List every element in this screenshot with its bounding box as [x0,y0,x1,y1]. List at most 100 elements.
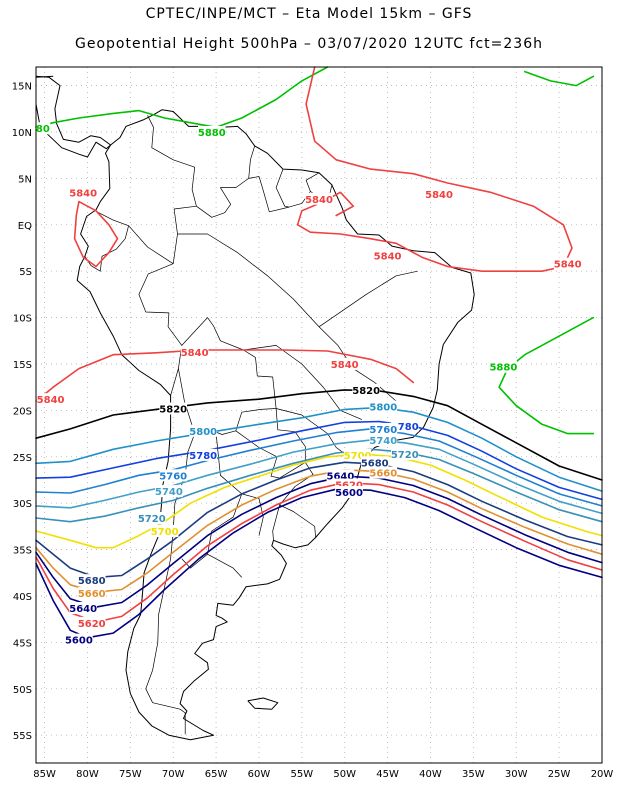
contour-5740 [35,439,603,515]
contour-label-5840: 5840 [37,395,65,406]
caribbean-coastline [35,75,54,78]
contour-label-background [330,357,359,370]
lon-tick-label: 80W [76,769,99,780]
lat-tick-label: 5N [18,174,32,185]
contour-label-background [369,422,398,435]
country-border [275,168,290,208]
chart-title-line-2: Geopotential Height 500hPa – 03/07/2020 … [75,36,543,52]
contour-5840 [35,349,415,402]
contour-label-background [159,469,188,482]
lon-tick-label: 55W [291,769,314,780]
lon-tick-label: 65W [205,769,228,780]
country-border [84,211,129,272]
country-border [318,270,418,328]
contour-label-background [369,434,398,447]
contour-label-background [189,424,218,437]
lat-tick-label: EQ [18,221,32,232]
contour-label-background [77,587,106,600]
contour-label-5600: 5600 [335,488,363,499]
contour-label-5640: 5640 [327,471,355,482]
country-border [128,225,183,396]
lat-tick-label: 5S [19,267,32,278]
contour-label-background [360,456,389,469]
contour-label-background [390,420,419,433]
contour-label-background [77,574,106,587]
contour-label-background [390,447,419,460]
contour-label-background [373,249,402,262]
contour-label-background [305,192,333,205]
contour-label-5720: 5720 [138,514,166,525]
lat-tick-label: 50S [13,685,32,696]
lon-tick-label: 45W [376,769,399,780]
axis-tick-labels: 15N 10N 5N EQ 5S 10S 15S 20S 25S 30S 35S 40S 45S 50S 5… [12,82,614,780]
contour-label-5880: 80 [36,124,50,135]
contour-label-background [77,616,106,629]
lat-tick-label: 15N [12,82,32,93]
contour-label-background [35,122,51,135]
contour-labels: 80 5880 5880 5840 5840 5840 5840 5840 5840 5840 58… [35,122,582,647]
contour-label-5840: 5840 [425,190,453,201]
contour-label-background [65,633,93,646]
lon-tick-label: 75W [119,769,142,780]
lon-tick-label: 30W [505,769,528,780]
contour-label-background [335,486,363,499]
contour-label-5820: 5820 [159,405,187,416]
contour-label-5880: 5880 [489,363,517,374]
contour-label-5780: 5780 [391,422,419,433]
contour-label-5760: 5760 [159,471,187,482]
contour-label-background [180,345,209,358]
contour-label-background [489,360,518,373]
contour-label-5640: 5640 [69,604,97,615]
contour-label-5600: 5600 [65,636,93,647]
country-border [241,493,264,536]
contour-label-5680: 5680 [78,576,106,587]
contour-label-background [198,125,226,138]
contour-label-5740: 5740 [155,487,183,498]
lat-tick-label: 45S [13,638,32,649]
contour-label-5660: 5660 [78,589,106,600]
contour-label-5760: 5760 [369,425,397,436]
contour-label-background [369,466,398,479]
contour-label-5820: 5820 [352,386,380,397]
contour-label-5720: 5720 [391,450,419,461]
country-border [196,145,256,218]
lon-tick-label: 60W [248,769,271,780]
contour-label-background [189,448,218,461]
contour-label-background [326,469,355,482]
coastline-and-borders [35,75,475,741]
contour-label-5840: 5840 [69,188,97,199]
contour-label-background [69,186,97,199]
contour-label-background [369,400,398,413]
contour-label-5840: 5840 [181,348,209,359]
contour-label-background [159,402,188,415]
lat-tick-label: 25S [13,453,32,464]
lon-tick-label: 25W [548,769,571,780]
country-border [272,504,280,541]
contour-5840 [296,66,573,272]
contour-5880 [35,66,329,129]
lat-tick-label: 35S [13,546,32,557]
country-border [178,317,277,435]
contour-label-5660: 5660 [369,469,397,480]
lon-tick-label: 50W [333,769,356,780]
country-border [177,233,397,402]
lon-tick-label: 20W [591,769,614,780]
contour-5620 [35,481,603,623]
contour-5820 [35,389,603,481]
lat-tick-label: 10S [13,314,32,325]
contour-5760 [35,428,603,507]
contour-label-5880: 5880 [198,128,226,139]
country-border [235,408,306,479]
country-border [207,553,243,578]
lon-tick-label: 40W [419,769,442,780]
lat-tick-label: 40S [13,592,32,603]
contour-label-5840: 5840 [305,195,333,206]
contour-label-background [36,393,65,406]
country-border [243,345,363,420]
contour-label-5800: 5800 [189,427,217,438]
country-border [181,433,243,569]
contour-label-background [137,512,166,525]
contour-label-background [69,602,97,615]
contour-label-5840: 5840 [374,251,402,262]
lon-tick-label: 70W [162,769,185,780]
